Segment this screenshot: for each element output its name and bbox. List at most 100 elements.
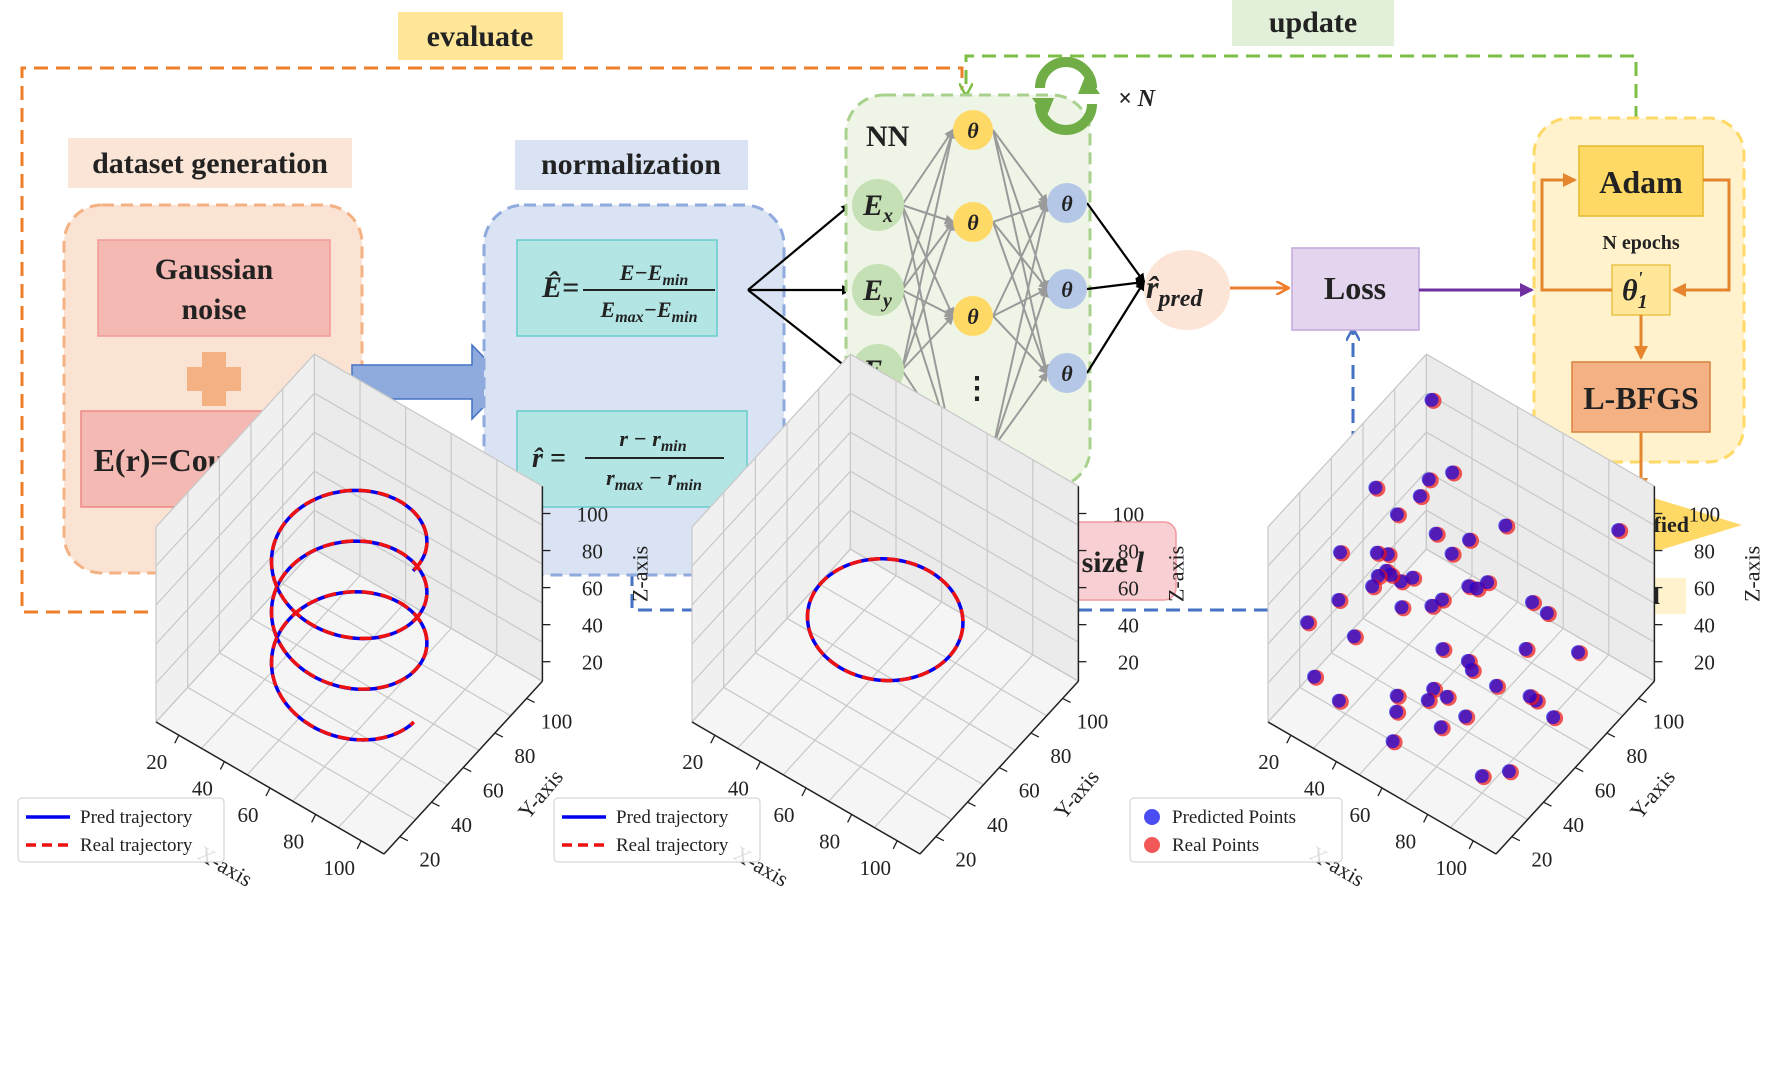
grid-line	[850, 353, 1079, 487]
x-tick-label: 60	[238, 803, 259, 827]
nn-edge	[901, 220, 956, 371]
hidden-node	[953, 296, 993, 336]
predicted-point	[1331, 693, 1346, 708]
grid-line	[850, 431, 1079, 565]
adam-loop-left	[1540, 173, 1612, 292]
y-tick-label: 80	[1626, 744, 1647, 768]
grid-line	[1267, 431, 1427, 606]
eq1-lhs: Ê=	[541, 271, 579, 304]
y-tick-label: 40	[451, 813, 472, 837]
x-tick	[710, 734, 716, 744]
x-tick	[1286, 734, 1292, 744]
normalization-title: normalization	[541, 148, 721, 181]
predicted-point	[1368, 480, 1383, 495]
z-tick-label: 80	[1694, 540, 1715, 564]
grid-line	[282, 583, 512, 717]
nn-output-arrow	[1086, 202, 1146, 284]
grid-line	[314, 353, 543, 487]
plus-icon	[187, 352, 241, 406]
nn-edge	[992, 315, 1049, 375]
y-tick	[399, 836, 409, 842]
y-tick-label: 60	[1019, 779, 1040, 803]
y-tick	[998, 767, 1008, 773]
nn-output-arrow	[1086, 280, 1146, 374]
y-tick	[1638, 697, 1647, 704]
nn-edge	[901, 204, 955, 318]
z-tick-label: 60	[1118, 577, 1139, 601]
predicted-point	[1365, 579, 1380, 594]
lbfgs-label: L-BFGS	[1583, 380, 1699, 416]
nn-edge	[901, 128, 956, 291]
y-tick	[1543, 801, 1552, 807]
y-tick-label: 100	[1077, 709, 1109, 733]
z-tick-label: 60	[1694, 577, 1715, 601]
grid-line	[1299, 686, 1528, 820]
nn-edge	[992, 129, 1050, 291]
z-tick-label: 20	[582, 651, 603, 675]
chart-marks	[805, 557, 965, 683]
x-tick	[311, 814, 317, 823]
predicted-point	[1369, 545, 1384, 560]
x-tick	[1468, 840, 1474, 850]
predicted-point	[1525, 595, 1539, 610]
x-tick-label: 40	[728, 777, 749, 801]
predicted-point	[1445, 465, 1460, 480]
predicted-point	[1389, 688, 1404, 703]
grid-line	[246, 601, 407, 776]
input-node	[852, 179, 904, 231]
predicted-point	[1346, 629, 1361, 644]
y-tick	[1511, 836, 1521, 842]
z-tick-label: 40	[1694, 614, 1715, 638]
theta1-label: θ' 1	[1622, 268, 1648, 313]
x-tick-label: 60	[1350, 803, 1371, 827]
predicted-point	[1458, 709, 1473, 724]
predicted-point	[1539, 606, 1554, 621]
y-tick-label: 40	[987, 813, 1008, 837]
z-tick-label: 40	[1118, 614, 1139, 638]
nn-edge	[901, 128, 955, 206]
predicted-point	[1389, 704, 1404, 719]
x-tick-label: 100	[859, 856, 891, 880]
nn-edge	[992, 200, 1049, 223]
gaussian-noise-line1: Gaussian	[155, 253, 274, 286]
real-trajectory-line	[805, 557, 965, 683]
refresh-icon	[1032, 57, 1100, 135]
grid-line	[1426, 470, 1655, 604]
predicted-point	[1433, 720, 1448, 735]
legend-box	[1129, 797, 1343, 863]
x-tick	[801, 787, 807, 797]
grid-line	[850, 509, 1079, 643]
grid-line	[201, 575, 361, 749]
grid-line	[1267, 509, 1427, 684]
chart-legend: Pred trajectory Real trajectory	[17, 797, 225, 863]
legend-label: Real Points	[1172, 835, 1259, 856]
predicted-point	[1424, 598, 1439, 613]
legend-label: Pred trajectory	[80, 807, 193, 828]
predicted-point	[1424, 392, 1439, 407]
grid-line	[1267, 392, 1427, 567]
nn-edge	[901, 220, 955, 291]
x-tick-label: 80	[1395, 829, 1416, 853]
dataset-title-bg	[68, 138, 352, 188]
grid-line	[755, 652, 984, 786]
predicted-point	[1426, 681, 1441, 696]
nn-edge	[992, 201, 1051, 449]
nn-edge	[992, 221, 1049, 291]
y-tick	[1030, 732, 1040, 738]
grid-line	[1404, 627, 1564, 802]
grid-line	[314, 509, 543, 643]
input-node-label: Ex	[862, 189, 893, 227]
chart-legend: Predicted Points Real Points	[1129, 797, 1343, 863]
nn-edge	[992, 221, 1050, 375]
theta-label: θ	[967, 304, 979, 329]
x-tick-label: 20	[1258, 750, 1279, 774]
grid-line	[828, 627, 988, 802]
grid-line	[1362, 617, 1592, 751]
z-tick-label: 80	[582, 540, 603, 564]
x-tick	[219, 761, 225, 770]
nn-title: NN	[866, 120, 910, 153]
grid-line	[850, 392, 1079, 526]
predicted-point	[1444, 546, 1459, 561]
nn-edge	[901, 204, 955, 225]
